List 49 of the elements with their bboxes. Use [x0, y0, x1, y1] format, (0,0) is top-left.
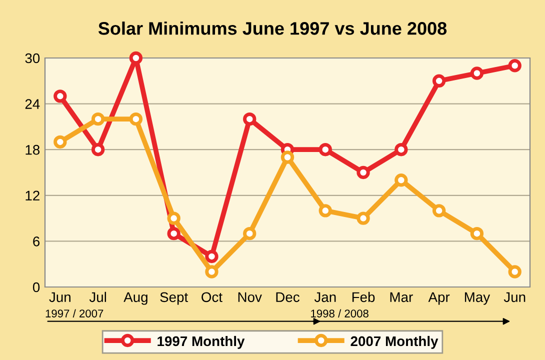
legend-label: 1997 Monthly [158, 336, 245, 349]
point [129, 51, 143, 65]
text: 1997 / 2007 [46, 309, 104, 318]
point [91, 143, 105, 156]
x-tick-label: Mar [390, 292, 413, 302]
point [394, 143, 408, 156]
chart-title: Solar Minimums June 1997 vs June 2008 [98, 22, 447, 35]
y-tick-label: 6 [33, 236, 40, 246]
point [470, 66, 484, 80]
point [280, 150, 294, 164]
y-tick-label: 18 [26, 144, 40, 155]
x-tick-label: Aug [124, 292, 148, 305]
x-tick-label: Jan [314, 292, 336, 302]
x-tick-label: Sept [160, 292, 188, 305]
x-tick-label: Jun [504, 292, 526, 302]
point [91, 112, 105, 126]
point [432, 204, 446, 218]
point [318, 204, 332, 218]
point [167, 226, 180, 240]
point [205, 265, 218, 278]
text: 1998 / 2008 [311, 309, 368, 318]
y-tick-label: 24 [25, 99, 40, 109]
point [129, 112, 143, 126]
point [205, 250, 218, 264]
point [394, 174, 408, 187]
point [508, 59, 522, 72]
y-tick-label: 0 [32, 282, 40, 292]
point [432, 74, 446, 88]
point [167, 212, 180, 225]
point [318, 143, 332, 156]
point [356, 166, 370, 180]
y-tick-label: 12 [26, 190, 40, 200]
point [508, 265, 522, 278]
x-tick-label: Jun [49, 292, 70, 302]
point [470, 226, 484, 240]
x-tick-label: Nov [238, 292, 262, 302]
point [356, 212, 370, 225]
x-tick-label: Oct [202, 292, 222, 302]
y-tick-label: 30 [25, 53, 40, 64]
point [243, 226, 256, 240]
legend-label: 2007 Monthly [350, 336, 438, 349]
x-tick-label: Apr [428, 292, 450, 305]
point [54, 90, 67, 103]
point [54, 135, 67, 149]
x-tick-label: Dec [276, 292, 300, 302]
x-tick-label: Jul [89, 292, 106, 302]
point [243, 112, 256, 126]
x-tick-label: May [464, 292, 490, 305]
x-tick-label: Feb [352, 292, 375, 302]
